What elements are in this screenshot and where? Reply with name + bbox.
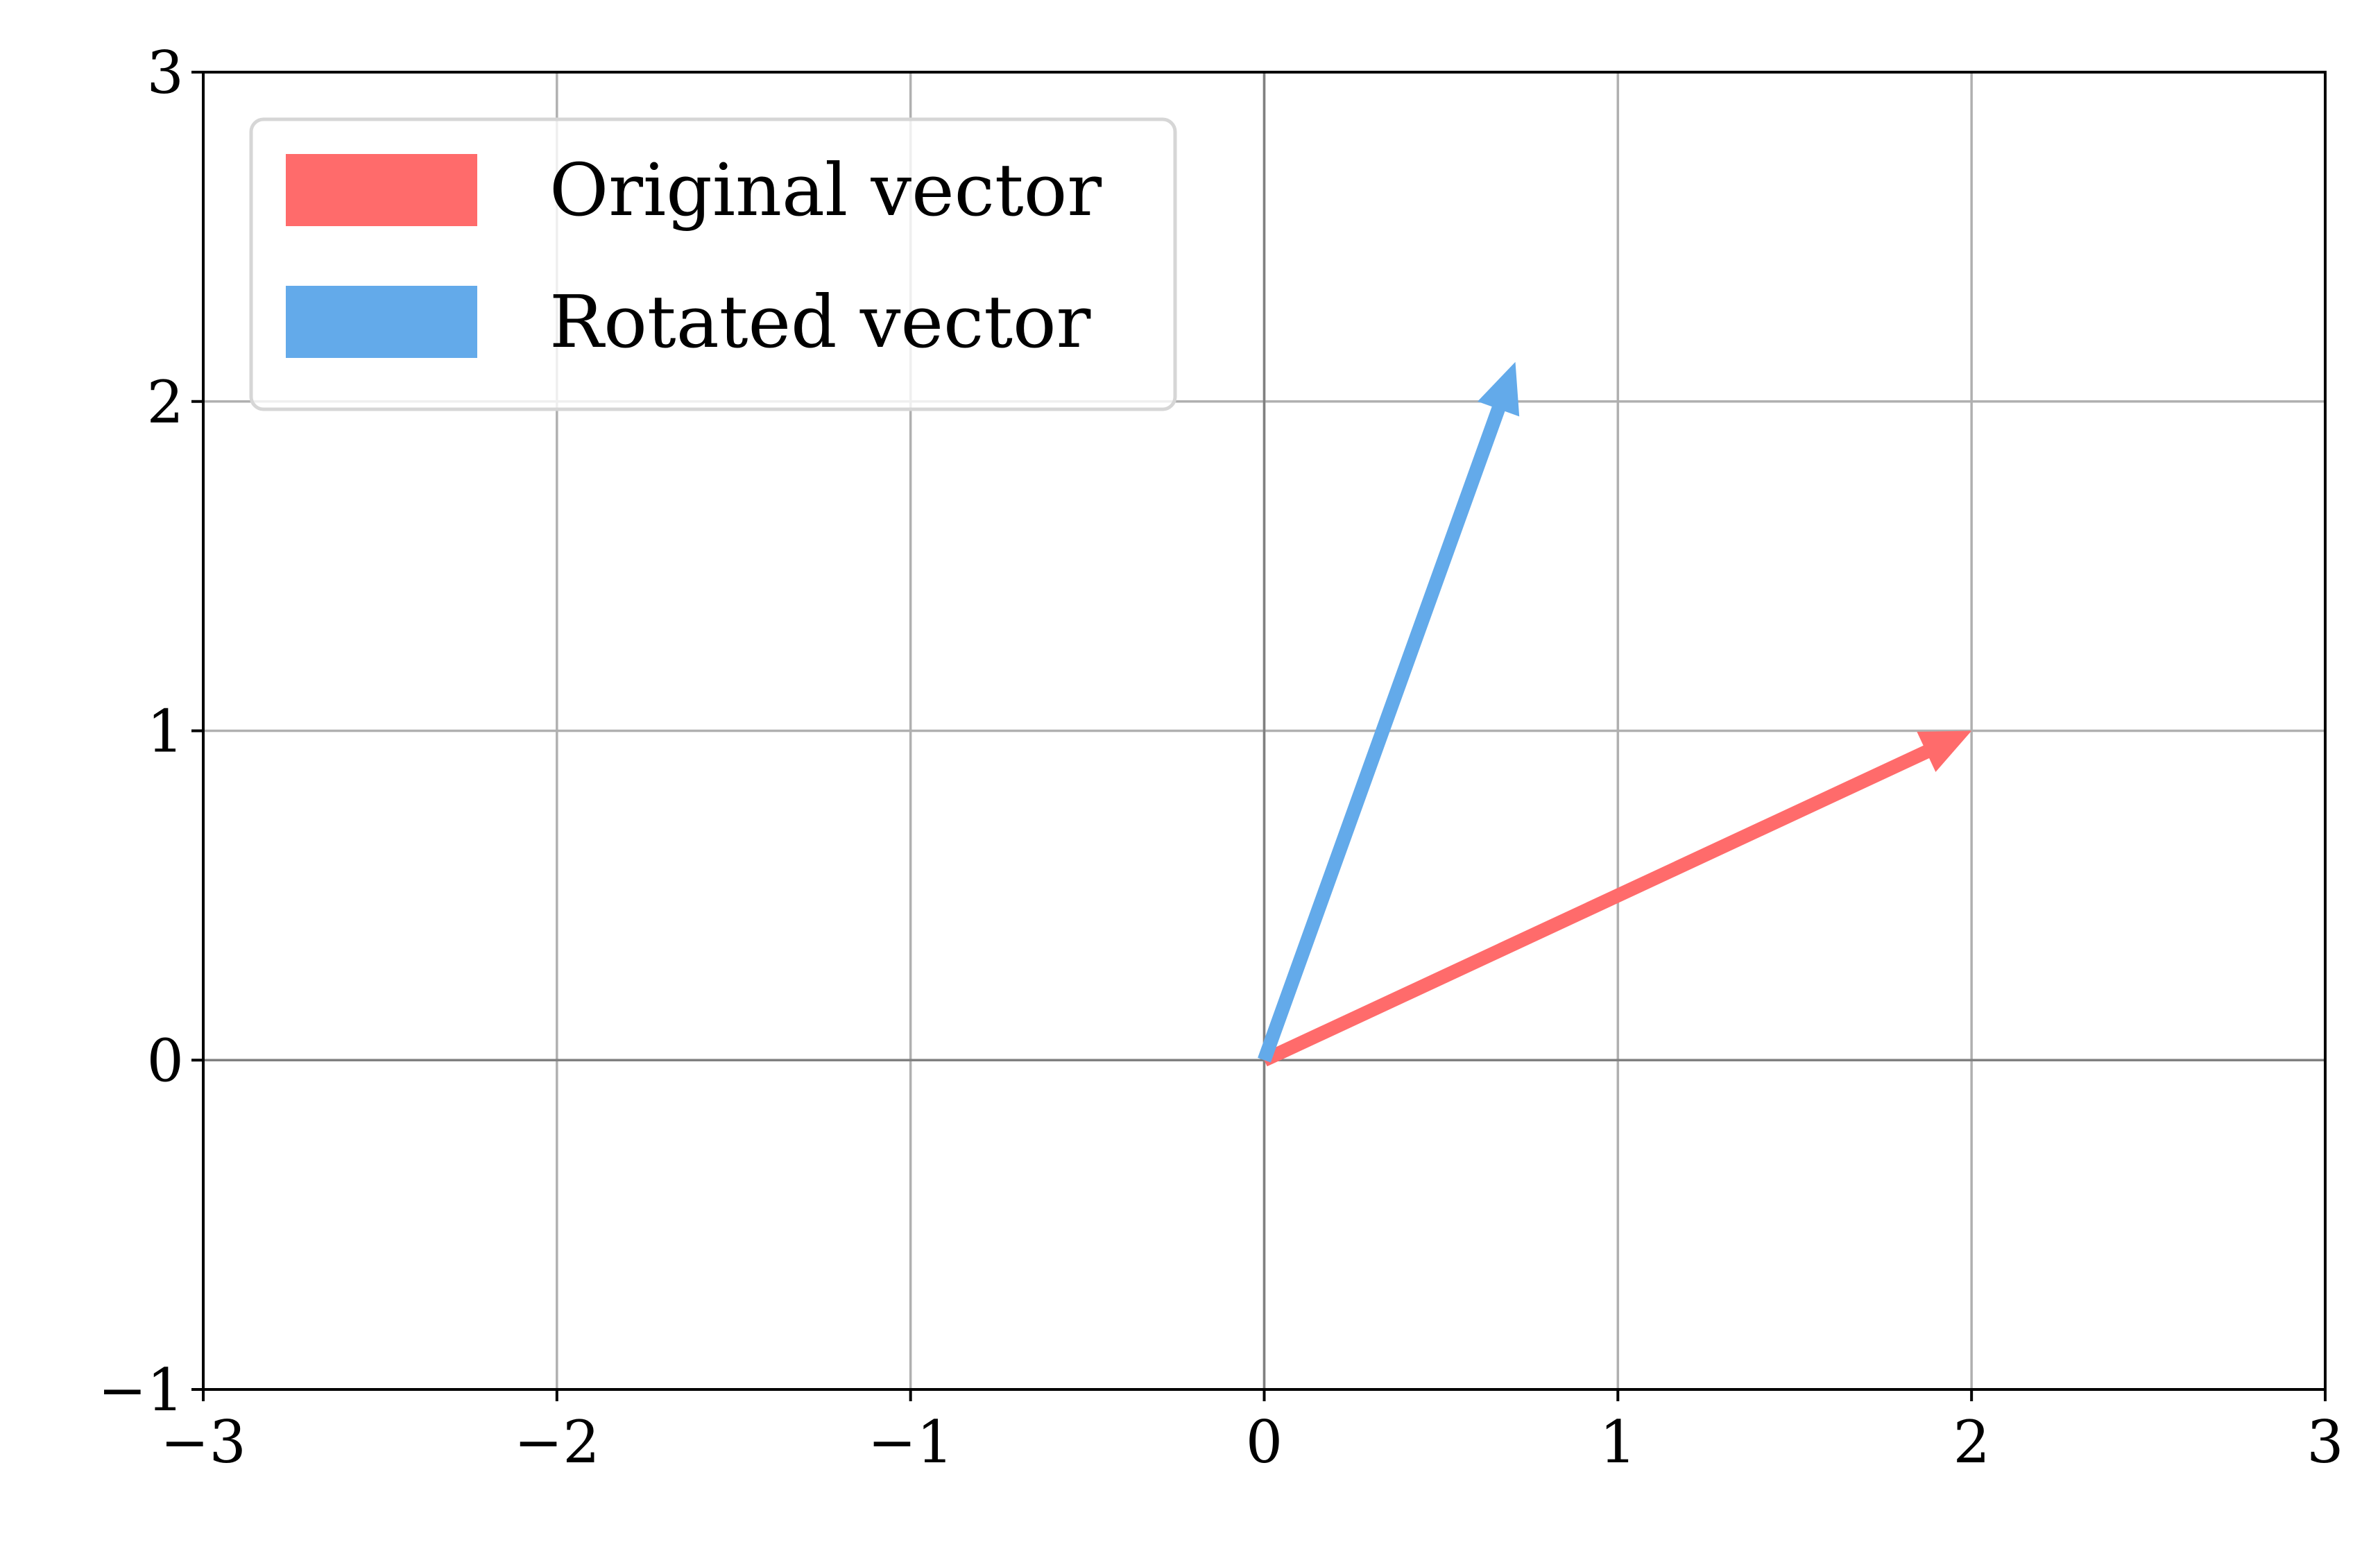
x-tick-label: 3 bbox=[2306, 1408, 2343, 1476]
y-tick-label: 2 bbox=[147, 368, 184, 436]
x-tick-label: 1 bbox=[1600, 1408, 1636, 1476]
x-tick-label: −3 bbox=[160, 1408, 246, 1476]
rotated-vector-arrow bbox=[1258, 361, 1520, 1063]
y-tick-label: 0 bbox=[147, 1027, 184, 1095]
vectors bbox=[1258, 361, 1972, 1067]
legend-label: Original vector bbox=[549, 148, 1102, 232]
legend-swatch bbox=[286, 286, 477, 358]
x-tick-label: −2 bbox=[514, 1408, 600, 1476]
original-vector-arrow bbox=[1261, 730, 1972, 1067]
legend-swatch bbox=[286, 154, 477, 226]
x-tick-label: −1 bbox=[868, 1408, 954, 1476]
x-tick-label: 2 bbox=[1953, 1408, 1989, 1476]
legend-label: Rotated vector bbox=[549, 280, 1091, 364]
axis-ticks: −3 −2 −1 0 1 2 3 −1 0 1 2 3 bbox=[98, 39, 2344, 1476]
y-tick-label: 1 bbox=[147, 698, 184, 766]
legend: Original vector Rotated vector bbox=[249, 117, 1177, 411]
y-tick-label: −1 bbox=[98, 1356, 184, 1424]
y-tick-label: 3 bbox=[147, 39, 184, 107]
legend-box bbox=[249, 117, 1177, 411]
x-tick-label: 0 bbox=[1246, 1408, 1283, 1476]
